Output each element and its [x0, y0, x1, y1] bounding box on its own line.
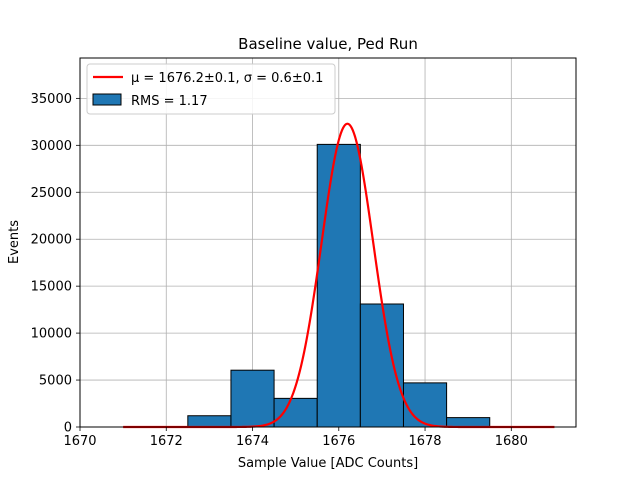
y-tick-label-6: 30000 [31, 139, 72, 154]
histogram-bar-7 [402, 382, 448, 428]
legend-fit-label: μ = 1676.2±0.1, σ = 0.6±0.1 [131, 71, 323, 86]
y-axis: 0 5000 10000 15000 20000 25000 30000 35000 [31, 92, 80, 436]
histogram-bar-8 [446, 417, 491, 428]
x-tick-label-4: 1678 [408, 434, 441, 449]
x-tick-label-2: 1674 [236, 434, 269, 449]
y-tick-label-7: 35000 [31, 92, 72, 107]
legend-hist-swatch [92, 93, 122, 106]
legend: μ = 1676.2±0.1, σ = 0.6±0.1 RMS = 1.17 [86, 63, 336, 115]
histogram-bar-6 [359, 303, 404, 428]
y-axis-label: Events [7, 220, 22, 264]
histogram-bar-3 [230, 369, 275, 428]
histogram-bar-2 [187, 415, 232, 428]
x-tick-label-5: 1680 [495, 434, 528, 449]
legend-box [86, 63, 336, 115]
legend-hist-label: RMS = 1.17 [131, 94, 208, 109]
y-tick-label-1: 5000 [39, 374, 72, 389]
y-tick-label-2: 10000 [31, 327, 72, 342]
plot-frame [79, 57, 577, 428]
y-tick-label-0: 0 [64, 421, 72, 436]
x-axis: 1670 1672 1674 1676 1678 1680 [63, 427, 528, 449]
histogram-bars [187, 143, 491, 428]
x-tick-label-0: 1670 [63, 434, 96, 449]
histogram-bar-4 [273, 397, 318, 428]
y-tick-label-5: 25000 [31, 186, 72, 201]
histogram-bar-5 [316, 143, 361, 428]
y-tick-label-4: 20000 [31, 233, 72, 248]
x-tick-label-3: 1676 [322, 434, 355, 449]
y-tick-label-3: 15000 [31, 280, 72, 295]
x-axis-label: Sample Value [ADC Counts] [238, 456, 418, 471]
chart-title: Baseline value, Ped Run [238, 35, 418, 53]
x-tick-label-1: 1672 [150, 434, 183, 449]
